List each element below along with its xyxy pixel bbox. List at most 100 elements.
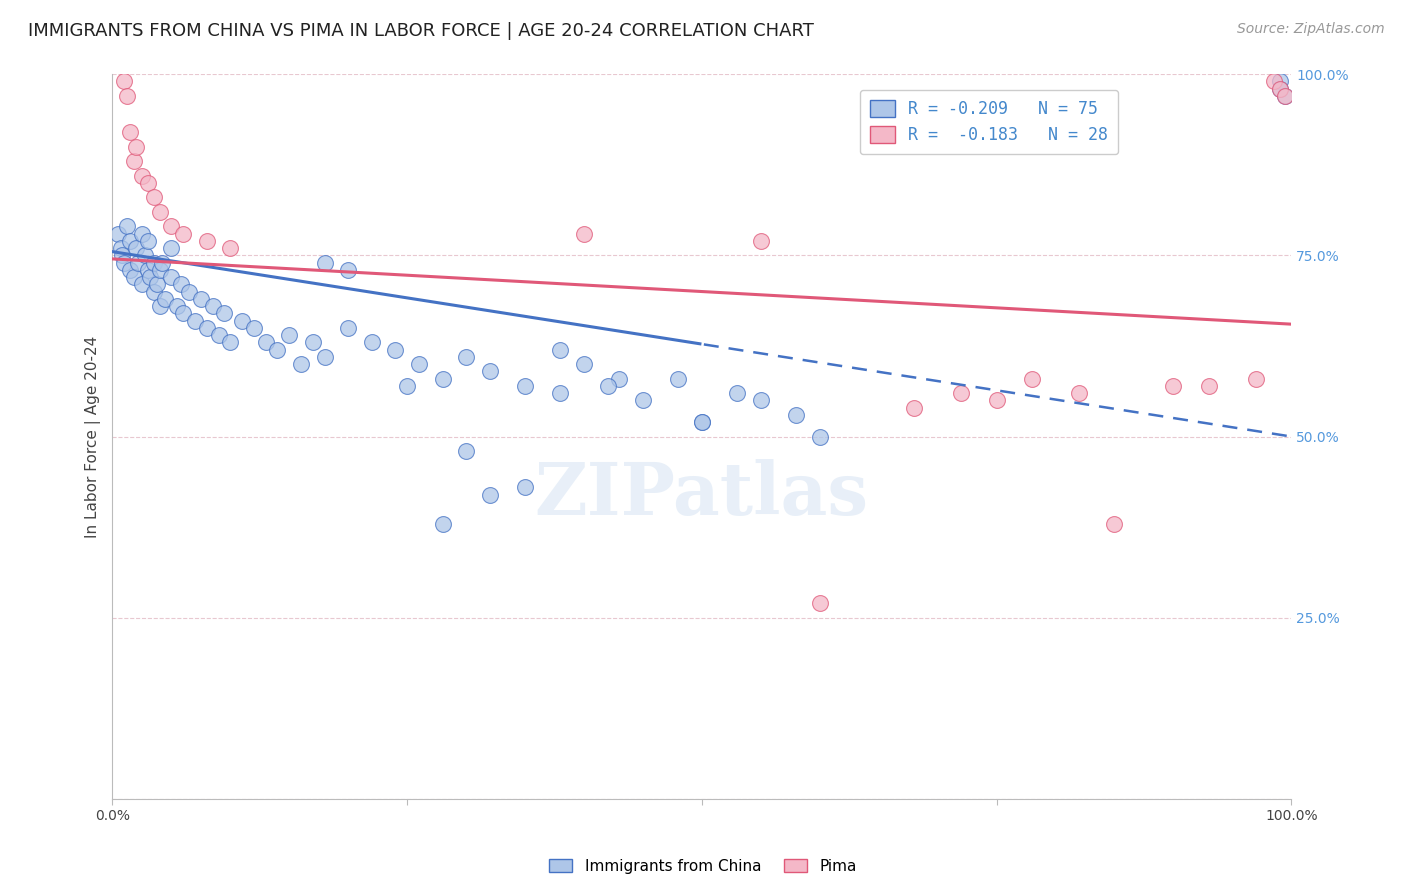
Point <box>136 234 159 248</box>
Point <box>155 292 177 306</box>
Y-axis label: In Labor Force | Age 20-24: In Labor Force | Age 20-24 <box>86 335 101 538</box>
Point <box>127 255 149 269</box>
Point <box>122 154 145 169</box>
Text: ZIPatlas: ZIPatlas <box>534 459 869 530</box>
Point <box>1244 371 1267 385</box>
Point <box>360 335 382 350</box>
Point <box>950 386 973 401</box>
Point <box>177 285 200 299</box>
Point <box>609 371 631 385</box>
Point <box>136 176 159 190</box>
Point <box>1198 378 1220 392</box>
Point <box>478 364 501 378</box>
Point <box>122 270 145 285</box>
Point <box>131 227 153 241</box>
Point <box>148 262 170 277</box>
Point <box>1163 378 1185 392</box>
Point <box>432 516 454 531</box>
Point <box>136 262 159 277</box>
Point <box>690 415 713 429</box>
Point <box>146 277 169 292</box>
Point <box>125 139 148 153</box>
Point <box>201 299 224 313</box>
Point <box>808 429 831 443</box>
Point <box>749 393 772 408</box>
Point <box>572 227 595 241</box>
Point <box>266 343 288 357</box>
Point <box>1069 386 1091 401</box>
Point <box>125 241 148 255</box>
Point <box>301 335 323 350</box>
Text: Source: ZipAtlas.com: Source: ZipAtlas.com <box>1237 22 1385 37</box>
Point <box>120 125 142 139</box>
Point <box>172 227 194 241</box>
Point <box>513 480 536 494</box>
Point <box>1104 516 1126 531</box>
Point <box>903 401 925 415</box>
Point <box>725 386 748 401</box>
Legend: Immigrants from China, Pima: Immigrants from China, Pima <box>543 853 863 880</box>
Text: IMMIGRANTS FROM CHINA VS PIMA IN LABOR FORCE | AGE 20-24 CORRELATION CHART: IMMIGRANTS FROM CHINA VS PIMA IN LABOR F… <box>28 22 814 40</box>
Point <box>808 596 831 610</box>
Point <box>219 241 242 255</box>
Point <box>190 292 212 306</box>
Point <box>142 255 165 269</box>
Point <box>195 320 218 334</box>
Point <box>107 227 129 241</box>
Point <box>690 415 713 429</box>
Point <box>396 378 419 392</box>
Point <box>314 350 336 364</box>
Point <box>120 234 142 248</box>
Point <box>170 277 193 292</box>
Point <box>148 204 170 219</box>
Point <box>454 444 477 458</box>
Point <box>115 219 138 234</box>
Point <box>550 343 572 357</box>
Point <box>184 313 207 327</box>
Point <box>550 386 572 401</box>
Point <box>278 328 301 343</box>
Point <box>986 393 1008 408</box>
Point <box>142 190 165 204</box>
Point <box>596 378 619 392</box>
Point <box>513 378 536 392</box>
Point <box>749 234 772 248</box>
Point <box>195 234 218 248</box>
Point <box>131 277 153 292</box>
Point <box>166 299 188 313</box>
Point <box>1268 81 1291 95</box>
Point <box>337 320 360 334</box>
Point <box>1274 88 1296 103</box>
Point <box>219 335 242 350</box>
Point <box>1268 81 1291 95</box>
Point <box>337 262 360 277</box>
Point <box>142 285 165 299</box>
Point <box>131 169 153 183</box>
Point <box>478 487 501 501</box>
Point <box>572 357 595 371</box>
Point <box>1021 371 1043 385</box>
Point <box>631 393 654 408</box>
Point <box>214 306 236 320</box>
Point <box>384 343 406 357</box>
Point <box>160 270 183 285</box>
Point <box>120 262 142 277</box>
Point <box>112 255 135 269</box>
Point <box>254 335 277 350</box>
Point <box>1268 74 1291 88</box>
Point <box>432 371 454 385</box>
Point <box>115 88 138 103</box>
Point <box>231 313 253 327</box>
Point <box>148 299 170 313</box>
Legend: R = -0.209   N = 75, R =  -0.183   N = 28: R = -0.209 N = 75, R = -0.183 N = 28 <box>859 89 1118 154</box>
Point <box>454 350 477 364</box>
Point <box>160 241 183 255</box>
Point <box>112 74 135 88</box>
Point <box>1274 88 1296 103</box>
Point <box>666 371 689 385</box>
Point <box>111 248 134 262</box>
Point <box>243 320 266 334</box>
Point <box>290 357 312 371</box>
Point <box>160 219 183 234</box>
Point <box>110 241 132 255</box>
